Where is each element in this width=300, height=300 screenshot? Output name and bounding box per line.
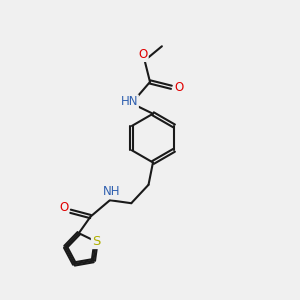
Text: S: S <box>92 235 100 248</box>
Text: NH: NH <box>103 185 120 198</box>
Text: O: O <box>139 48 148 61</box>
Text: O: O <box>59 201 68 214</box>
Text: O: O <box>174 81 184 94</box>
Text: HN: HN <box>120 95 138 108</box>
